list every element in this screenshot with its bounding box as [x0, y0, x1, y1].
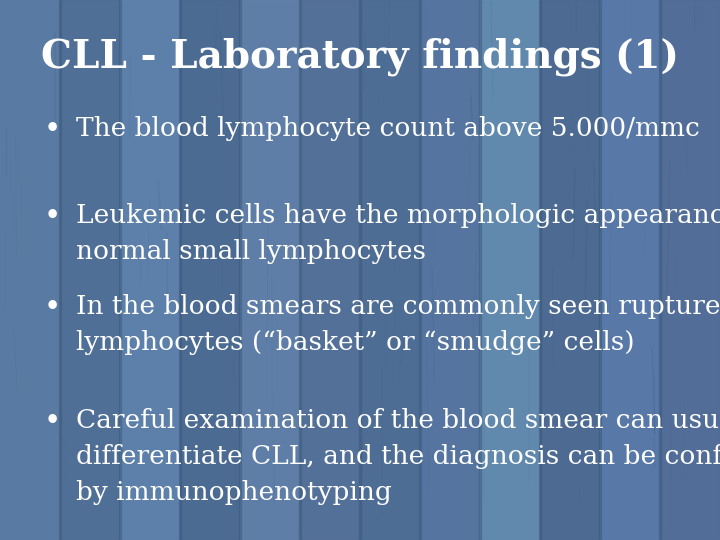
Bar [479, 0, 482, 540]
Bar [240, 0, 300, 540]
Text: The blood lymphocyte count above 5.000/mmc: The blood lymphocyte count above 5.000/m… [76, 116, 699, 141]
Bar [660, 0, 720, 540]
Text: •: • [43, 202, 60, 231]
Bar [58, 0, 61, 540]
Bar [0, 0, 60, 540]
Bar [539, 0, 541, 540]
Bar [179, 0, 181, 540]
Text: In the blood smears are commonly seen ruptured
lymphocytes (“basket” or “smudge”: In the blood smears are commonly seen ru… [76, 294, 720, 355]
Text: •: • [43, 294, 60, 322]
Bar [60, 0, 120, 540]
Text: CLL - Laboratory findings (1): CLL - Laboratory findings (1) [41, 38, 679, 76]
Bar [120, 0, 180, 540]
Bar [180, 0, 240, 540]
Text: •: • [43, 116, 60, 144]
Text: Careful examination of the blood smear can usually
differentiate CLL, and the di: Careful examination of the blood smear c… [76, 408, 720, 505]
Bar [480, 0, 540, 540]
Bar [360, 0, 420, 540]
Bar [299, 0, 302, 540]
Bar [119, 0, 122, 540]
Bar [238, 0, 241, 540]
Bar [598, 0, 601, 540]
Text: Leukemic cells have the morphologic appearance of
normal small lymphocytes: Leukemic cells have the morphologic appe… [76, 202, 720, 264]
Bar [418, 0, 421, 540]
Bar [659, 0, 662, 540]
Text: •: • [43, 408, 60, 436]
Bar [420, 0, 480, 540]
Bar [300, 0, 360, 540]
Bar [359, 0, 361, 540]
Bar [600, 0, 660, 540]
Bar [540, 0, 600, 540]
